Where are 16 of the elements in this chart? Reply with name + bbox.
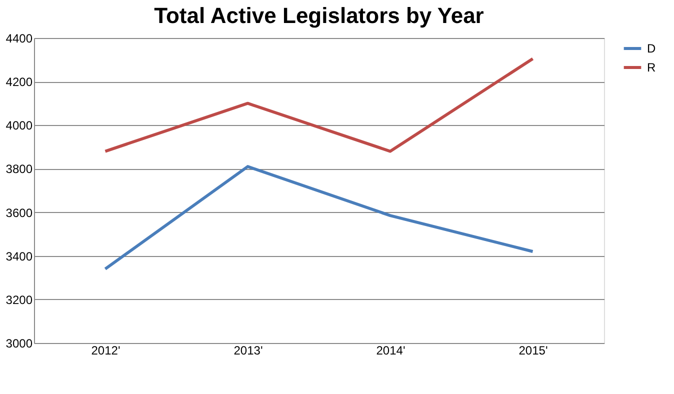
- x-tick-label: 2013': [234, 344, 263, 358]
- x-tick-label: 2015': [518, 344, 548, 358]
- y-tick-label: 3400: [6, 249, 33, 264]
- y-tick-label: 3200: [6, 292, 33, 307]
- y-tick-label: 4400: [6, 32, 33, 46]
- x-tick-label: 2012': [91, 344, 120, 358]
- y-tick-label: 4200: [6, 75, 33, 90]
- line-series: [104, 165, 534, 270]
- y-tick-label: 3600: [6, 206, 33, 220]
- y-tick-label: 3800: [6, 162, 33, 176]
- chart-title: Total Active Legislators by Year: [154, 3, 484, 28]
- y-tick-label: 3000: [6, 336, 33, 350]
- y-tick-label: 4000: [6, 118, 33, 133]
- legend-label: D: [647, 42, 656, 56]
- x-tick-label: 2014': [376, 344, 406, 358]
- legend-label: R: [647, 60, 656, 74]
